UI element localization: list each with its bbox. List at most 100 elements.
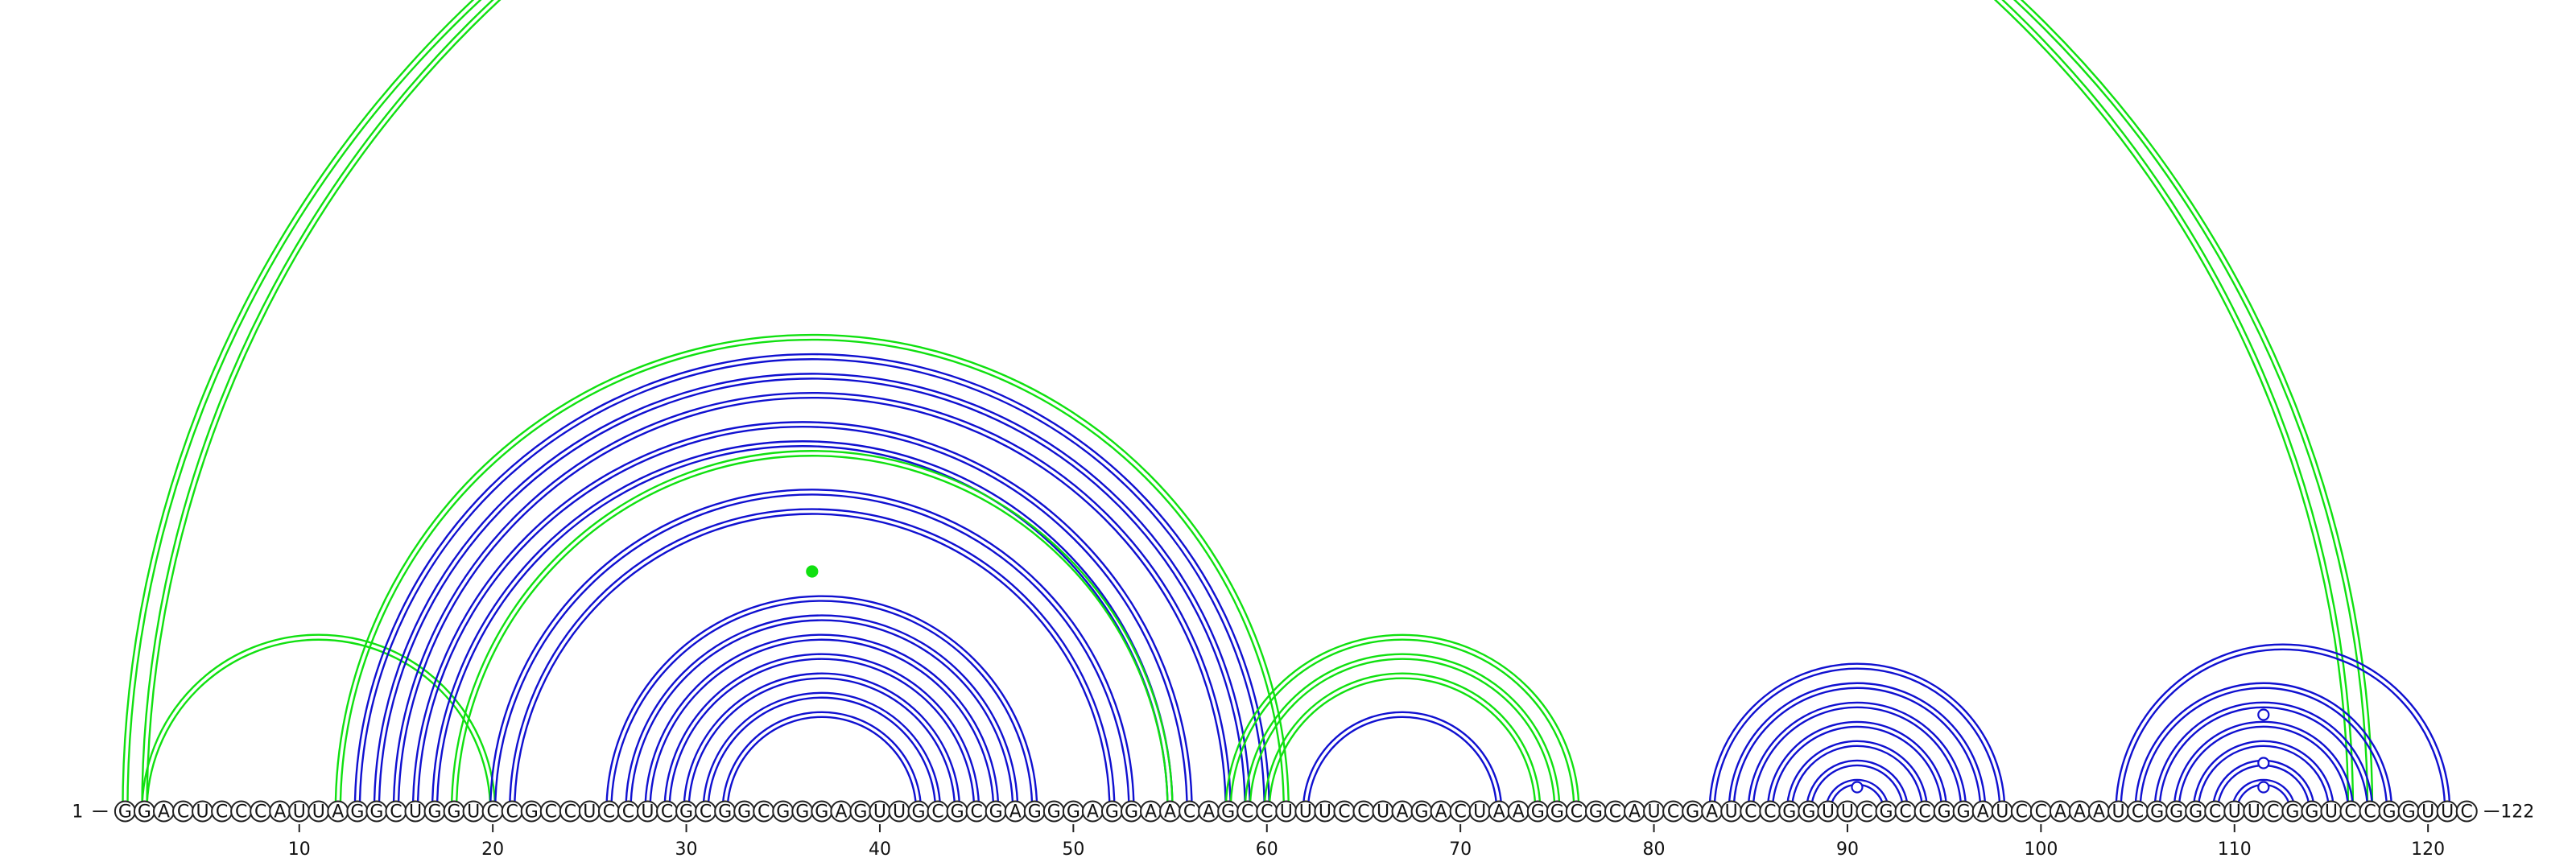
tick-label: 30 <box>675 839 698 858</box>
nucleotide: A <box>2087 800 2110 823</box>
tick-label: 70 <box>1449 839 1472 858</box>
tick-label: 90 <box>1836 839 1859 858</box>
base-pair-arc <box>509 508 1116 812</box>
nucleotide: C <box>1256 800 1278 823</box>
nucleotide: A <box>152 800 175 823</box>
arc-stroke <box>707 696 937 812</box>
arc-stroke <box>1307 716 1498 812</box>
nucleotide: A <box>1198 800 1220 823</box>
arc-stroke <box>2197 745 2330 812</box>
nucleotide-letter: U <box>641 802 654 823</box>
arc-stroke <box>1229 638 1575 812</box>
nucleotide-letter: C <box>2132 802 2144 823</box>
nucleotide-letter: U <box>312 802 325 823</box>
nucleotide: U <box>636 800 658 823</box>
nucleotide-letter: C <box>622 802 634 823</box>
arc-stroke <box>683 672 961 812</box>
base-pair-arc <box>605 595 1038 812</box>
nucleotide-letter: U <box>1280 802 1293 823</box>
nucleotide-letter: U <box>2325 802 2338 823</box>
tick-label: 60 <box>1256 839 1278 858</box>
nucleotide: A <box>1430 800 1452 823</box>
nucleotide: C <box>1662 800 1685 823</box>
nucleotide-letter: A <box>2093 802 2105 823</box>
nucleotide-letter: A <box>2054 802 2066 823</box>
nucleotide-letter: G <box>1125 802 1138 823</box>
arc-stroke <box>373 372 1251 812</box>
nucleotide: C <box>539 800 562 823</box>
nucleotide-letter: A <box>2074 802 2086 823</box>
arc-stroke <box>1268 677 1537 812</box>
nucleotide-letter: C <box>2016 802 2028 823</box>
arc-stroke <box>1790 745 1924 812</box>
tick-label: 40 <box>869 839 891 858</box>
nucleotide: U <box>1372 800 1394 823</box>
nucleotide-letter: A <box>1164 802 1176 823</box>
nucleotide-letter: G <box>1957 802 1971 823</box>
nucleotide: C <box>656 800 679 823</box>
nucleotide: G <box>346 800 369 823</box>
arc-stroke <box>1752 706 1963 812</box>
base-pair-arc <box>2192 740 2335 812</box>
nucleotide-letter: A <box>1145 802 1157 823</box>
base-pair-arc <box>141 633 497 812</box>
arc-stroke <box>1263 672 1542 812</box>
base-pair-arc <box>1747 701 1967 812</box>
nucleotide-letter: A <box>1087 802 1099 823</box>
nucleotide-letter: C <box>486 802 498 823</box>
nucleotide: A <box>2049 800 2071 823</box>
nucleotide-letter: U <box>2421 802 2434 823</box>
nucleotide: C <box>1179 800 1201 823</box>
nucleotide: C <box>2455 800 2478 823</box>
nucleotide: A <box>1391 800 1414 823</box>
nucleotide-letter: A <box>1397 802 1409 823</box>
nucleotide-letter: G <box>1686 802 1699 823</box>
nucleotide: G <box>849 800 872 823</box>
nucleotide: A <box>1140 800 1162 823</box>
nucleotide: A <box>1488 800 1510 823</box>
base-pair-arc <box>2173 720 2355 812</box>
nucleotide: C <box>1604 800 1626 823</box>
nucleotide: G <box>2281 800 2304 823</box>
nucleotide: A <box>1081 800 1104 823</box>
arc-stroke <box>514 513 1111 812</box>
nucleotide: C <box>2029 800 2052 823</box>
tick-label: 20 <box>481 839 504 858</box>
nucleotide: G <box>2397 800 2420 823</box>
nucleotide-letter: G <box>1067 802 1080 823</box>
nucleotide-letter: C <box>254 802 266 823</box>
nucleotide-letter: G <box>1221 802 1235 823</box>
arc-stroke <box>353 353 1270 812</box>
nucleotide: C <box>695 800 717 823</box>
nucleotide: U <box>2436 800 2458 823</box>
arc-stroke <box>2120 648 2446 812</box>
arc-stroke <box>392 391 1232 812</box>
nucleotide-letter: A <box>1513 802 1525 823</box>
nucleotide-letter: C <box>2363 802 2376 823</box>
nucleotide: G <box>2301 800 2323 823</box>
arc-stroke <box>509 508 1116 812</box>
nucleotide-letter: C <box>603 802 615 823</box>
base-pair-arc <box>122 0 2355 812</box>
nucleotide-letter: U <box>196 802 209 823</box>
nucleotide: U <box>308 800 330 823</box>
nucleotide: G <box>133 800 155 823</box>
nucleotide-letter: G <box>1550 802 1564 823</box>
arc-stroke <box>668 658 976 812</box>
nucleotide-letter: A <box>158 802 170 823</box>
nucleotide-letter: C <box>545 802 557 823</box>
nucleotide-letter: C <box>1609 802 1621 823</box>
nucleotide: C <box>753 800 775 823</box>
nucleotide: C <box>2262 800 2285 823</box>
nucleotide: U <box>1275 800 1298 823</box>
base-pair-arc <box>141 0 2374 812</box>
nucleotide-letter: A <box>835 802 847 823</box>
arc-stroke <box>721 711 923 812</box>
base-pair-arc <box>1302 711 1503 812</box>
nucleotide-letter: G <box>1531 802 1545 823</box>
nucleotide: A <box>1701 800 1724 823</box>
nucleotide-letter: U <box>1725 802 1738 823</box>
nucleotide-letter: G <box>2305 802 2318 823</box>
arc-stroke <box>1732 687 1982 812</box>
